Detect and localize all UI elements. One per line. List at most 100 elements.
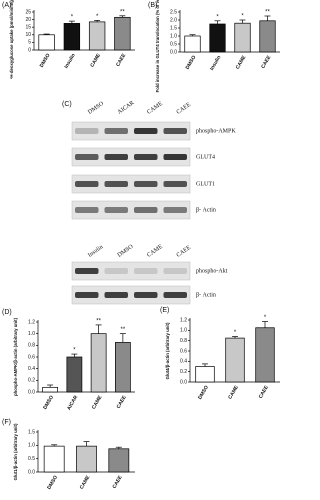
y-axis-label: phospho-AMPK/β-actin (arbitrary unit) — [13, 317, 18, 396]
y-tick-label: 0 — [28, 47, 31, 53]
x-tick-label: AICAR — [66, 394, 79, 411]
x-tick-label: DMSO — [46, 475, 59, 491]
y-tick-label: 0.2 — [28, 378, 35, 384]
significance-label: * — [96, 14, 99, 20]
protein-label: phospho-AMPK — [196, 128, 236, 134]
blot-strip — [71, 174, 191, 194]
y-tick-label: 0.6 — [28, 354, 35, 360]
lane-label: DMSO — [117, 244, 135, 259]
error-bar — [214, 20, 221, 24]
y-tick-label: 0.8 — [28, 343, 35, 349]
error-bar — [119, 15, 126, 18]
error-bar — [232, 336, 238, 339]
y-tick-label: 0.8 — [180, 338, 187, 344]
bar — [234, 22, 251, 53]
blot-band — [134, 268, 158, 274]
significance-label: ** — [120, 9, 125, 15]
y-tick-label: 1.5 — [170, 25, 177, 31]
y-tick-label: 0.0 — [28, 389, 35, 395]
x-tick-label: Insulin — [209, 55, 222, 72]
x-tick-label: CAME — [89, 52, 102, 68]
x-tick-label: CAEE — [116, 394, 128, 410]
error-bar — [94, 20, 101, 22]
lane-label: DMSO — [87, 101, 105, 116]
error-bar — [239, 19, 246, 24]
blot-band — [134, 181, 158, 187]
protein-label: GLUT1 — [196, 181, 215, 187]
blot-band — [134, 292, 158, 298]
y-tick-label: 1.5 — [28, 429, 35, 435]
blot-band — [134, 207, 158, 213]
significance-label: * — [241, 14, 244, 20]
blot-band — [75, 154, 99, 160]
lane-label: CAEE — [176, 102, 193, 116]
x-tick-label: DMSO — [42, 395, 55, 411]
error-bar — [43, 33, 50, 35]
significance-label: ** — [96, 318, 101, 324]
bar — [38, 34, 55, 51]
x-tick-label: DMSO — [39, 53, 52, 69]
error-bar — [51, 444, 58, 447]
blot-band — [75, 181, 99, 187]
bar — [225, 337, 245, 383]
y-tick-label: 25 — [25, 9, 31, 15]
error-bar — [115, 446, 122, 449]
bar — [255, 327, 275, 383]
bar — [43, 445, 65, 473]
x-tick-label: CAME — [91, 394, 104, 410]
y-tick-label: 2.0 — [170, 17, 177, 23]
panel-label: (C) — [62, 101, 72, 108]
error-bar — [47, 384, 54, 388]
blot-band — [104, 128, 128, 134]
error-bar — [95, 324, 102, 334]
blot-band — [134, 154, 158, 160]
y-tick-label: 5 — [28, 40, 31, 46]
bar — [63, 23, 81, 51]
y-tick-label: 0.6 — [180, 348, 187, 354]
significance-label: * — [71, 15, 74, 21]
blot-strip — [71, 261, 191, 281]
bar — [114, 16, 131, 51]
protein-label: phospho-Akt — [196, 268, 228, 274]
y-tick-label: 1.2 — [180, 317, 187, 323]
panel-label: (B) — [148, 2, 157, 9]
lane-label: CAME — [146, 244, 164, 259]
blot-band — [104, 181, 128, 187]
bar — [90, 333, 107, 393]
error-bar — [68, 20, 75, 24]
y-tick-label: 1.0 — [28, 331, 35, 337]
significance-label: ** — [121, 327, 126, 333]
y-tick-label: 0.5 — [170, 41, 177, 47]
blot-band — [75, 268, 99, 274]
y-axis-label: ³H-deoxyglucose uptake (pmol/min/mg prot… — [9, 0, 14, 79]
significance-label: * — [73, 348, 76, 354]
y-tick-label: 0.4 — [28, 366, 35, 372]
error-bar — [202, 363, 208, 367]
figure: (A)³H-deoxyglucose uptake (pmol/min/mg p… — [2, 0, 280, 491]
x-tick-label: CAME — [235, 54, 248, 70]
blot-band — [104, 292, 128, 298]
blot-band — [104, 207, 128, 213]
y-tick-label: 1.0 — [28, 443, 35, 449]
error-bar — [262, 321, 268, 328]
lane-label: CAME — [146, 101, 164, 116]
panel-label: (D) — [2, 309, 12, 316]
error-bar — [264, 15, 271, 21]
protein-label: GLUT4 — [196, 154, 215, 160]
y-tick-label: 10 — [25, 32, 31, 38]
significance-label: ** — [265, 10, 270, 16]
panel-label: (F) — [2, 419, 11, 426]
error-bar — [83, 441, 90, 447]
y-tick-label: 0.2 — [180, 369, 187, 375]
bar — [76, 445, 97, 473]
y-tick-label: 2.5 — [170, 9, 177, 15]
x-tick-label: CAEE — [258, 384, 270, 400]
y-tick-label: 1.0 — [170, 33, 177, 39]
blot-band — [75, 128, 99, 134]
y-tick-label: 0.4 — [180, 359, 187, 365]
blot-band — [163, 268, 187, 274]
error-bar — [189, 34, 196, 36]
protein-label: β- Actin — [196, 292, 216, 298]
lane-label: Insulin — [87, 244, 104, 258]
